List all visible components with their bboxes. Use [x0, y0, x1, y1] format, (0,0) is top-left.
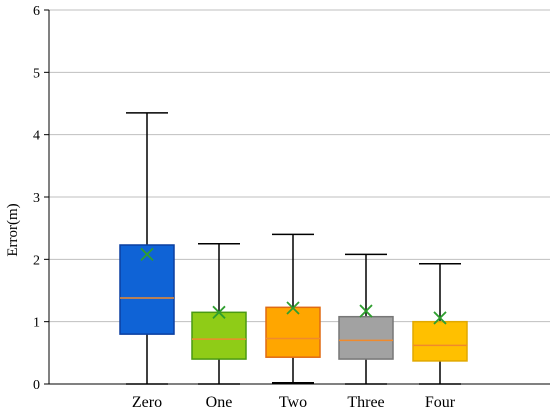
- mean-marker: [286, 301, 300, 315]
- mean-marker-stroke-b: [212, 305, 226, 319]
- y-tick-label-0: 0: [33, 378, 40, 393]
- mean-marker: [140, 247, 154, 261]
- x-category-label-two: Two: [279, 394, 307, 411]
- y-tick-label-3: 3: [33, 191, 40, 206]
- iqr-box: [338, 315, 394, 360]
- y-tick-label-1: 1: [33, 316, 40, 331]
- x-category-label-zero: Zero: [132, 394, 162, 411]
- x-category-label-three: Three: [347, 394, 384, 411]
- box-one: [191, 243, 247, 385]
- y-tick-label-5: 5: [33, 66, 40, 81]
- iqr-box: [412, 320, 468, 362]
- boxes: [119, 112, 468, 385]
- box-three: [338, 253, 394, 385]
- box-two: [265, 233, 321, 384]
- y-tick-label-4: 4: [33, 129, 40, 144]
- x-category-label-four: Four: [425, 394, 456, 411]
- box-four: [412, 262, 468, 385]
- iqr-box: [265, 306, 321, 358]
- y-tick-label-6: 6: [33, 4, 40, 19]
- y-axis-title: Error(m): [5, 203, 21, 256]
- y-tick-label-2: 2: [33, 253, 40, 268]
- iqr-box: [191, 311, 247, 360]
- x-category-label-one: One: [206, 394, 233, 411]
- mean-marker: [433, 311, 447, 325]
- mean-marker-stroke-b: [359, 304, 373, 318]
- iqr-box: [119, 244, 175, 335]
- mean-marker-stroke-b: [433, 311, 447, 325]
- labels: 0 1 2 3 4 5 6 Zero One Two Three Four: [33, 4, 456, 411]
- box-zero: [119, 112, 175, 385]
- mean-marker-stroke-b: [140, 247, 154, 261]
- mean-marker: [359, 304, 373, 318]
- mean-marker: [212, 305, 226, 319]
- mean-marker-stroke-b: [286, 301, 300, 315]
